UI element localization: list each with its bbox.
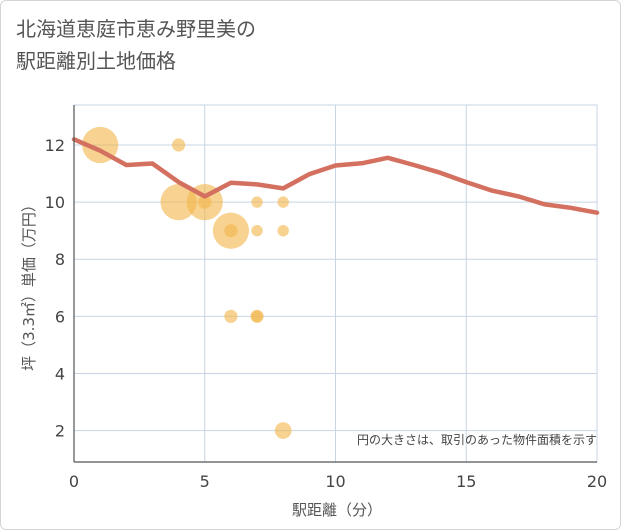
- y-tick-label-4: 4: [55, 364, 65, 383]
- x-axis-label: 駅距離（分）: [292, 501, 382, 519]
- bubble-point-1: [172, 138, 186, 152]
- average-price-line: [71, 137, 600, 215]
- y-tick-label-6: 6: [55, 307, 65, 326]
- y-tick-label-10: 10: [45, 193, 65, 212]
- bubble-point-9: [251, 224, 263, 237]
- bubble-point-2: [160, 184, 197, 221]
- bubble-point-6: [224, 224, 238, 238]
- grid: [73, 104, 598, 463]
- y-axis-label: 坪（3.3㎡）単価（万円）: [20, 197, 38, 371]
- axes: [73, 105, 597, 463]
- y-tick-label-12: 12: [45, 136, 65, 155]
- x-tick-label-15: 15: [456, 472, 476, 491]
- tick-labels: 0 5 10 15 20 2 4 6 8 10 12: [45, 136, 608, 491]
- bubble-point-11: [251, 310, 263, 323]
- x-tick-label-0: 0: [69, 472, 79, 491]
- bubble-point-7: [224, 309, 238, 323]
- bubble-layer: [82, 126, 292, 439]
- x-tick-label-5: 5: [200, 472, 210, 491]
- bubble-point-13: [277, 224, 289, 237]
- x-tick-label-10: 10: [325, 472, 345, 491]
- x-tick-label-20: 20: [587, 472, 607, 491]
- y-tick-label-2: 2: [55, 422, 65, 441]
- bubble-point-12: [277, 196, 289, 208]
- bubble-point-8: [251, 196, 263, 208]
- average-line-layer: [71, 137, 600, 215]
- bubble-point-4: [198, 195, 212, 209]
- bubble-point-14: [274, 422, 292, 439]
- bubble-size-annotation: 円の大きさは、取引のあった物件面積を示す: [357, 432, 597, 447]
- y-tick-label-8: 8: [55, 250, 65, 269]
- chart-title: 北海道恵庭市恵み野里美の 駅距離別土地価格: [16, 17, 256, 73]
